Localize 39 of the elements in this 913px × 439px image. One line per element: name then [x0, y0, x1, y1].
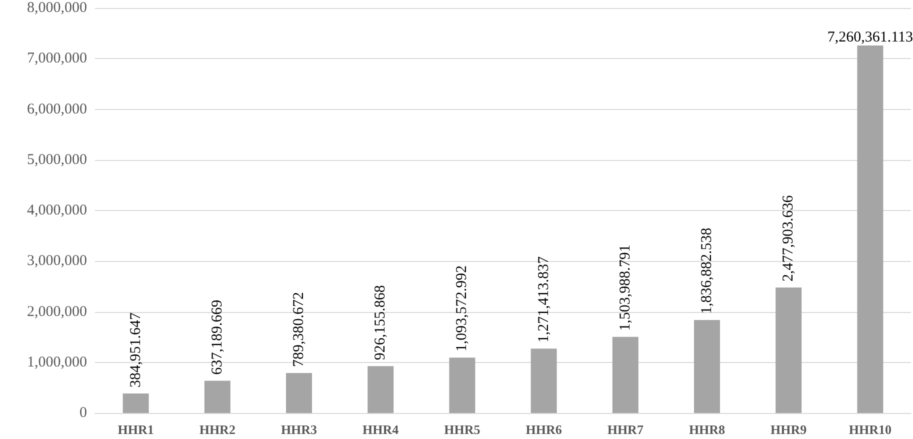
- data-label: 2,477,903.636: [780, 194, 797, 282]
- data-label: 637,189.669: [209, 300, 226, 375]
- data-label: 926,155.868: [372, 285, 389, 360]
- y-tick-label: 2,000,000: [27, 304, 87, 320]
- x-tick-label: HHR5: [444, 422, 481, 437]
- bar: [612, 336, 638, 413]
- bar: [449, 358, 476, 413]
- y-tick-label: 0: [80, 405, 87, 421]
- bar: [204, 380, 230, 413]
- x-tick-label: HHR1: [118, 422, 154, 437]
- y-tick-label: 7,000,000: [27, 50, 87, 67]
- data-label: 384,951.647: [128, 312, 144, 388]
- x-tick-label: HHR4: [362, 422, 400, 437]
- bar: [694, 320, 720, 413]
- x-tick-label: HHR6: [526, 422, 562, 437]
- y-tick-label: 3,000,000: [27, 253, 87, 270]
- x-tick-label: HHR10: [848, 422, 892, 437]
- bar: [368, 366, 394, 413]
- bar: [776, 288, 802, 413]
- y-tick-label: 1,000,000: [27, 354, 87, 370]
- x-tick-label: HHR8: [688, 422, 726, 437]
- x-tick-label: HHR3: [280, 422, 318, 437]
- x-tick-label: HHR2: [199, 422, 236, 437]
- bar: [857, 45, 884, 413]
- y-tick-label: 5,000,000: [27, 152, 87, 168]
- data-label: 7,260,361.113: [827, 29, 913, 46]
- x-tick-label: HHR7: [607, 422, 644, 437]
- data-label: 1,503,988.791: [617, 244, 634, 331]
- bar: [286, 373, 312, 413]
- bar: [122, 394, 149, 413]
- data-label: 1,093,572.992: [454, 265, 470, 352]
- y-tick-label: 8,000,000: [27, 0, 87, 16]
- bar: [530, 348, 557, 413]
- data-label: 1,271,413.837: [536, 256, 552, 343]
- y-tick-label: 6,000,000: [27, 101, 87, 118]
- data-label: 1,836,882.538: [699, 228, 715, 314]
- y-tick-label: 4,000,000: [27, 202, 87, 218]
- x-tick-label: HHR9: [770, 422, 808, 437]
- data-label: 789,380.672: [291, 292, 307, 368]
